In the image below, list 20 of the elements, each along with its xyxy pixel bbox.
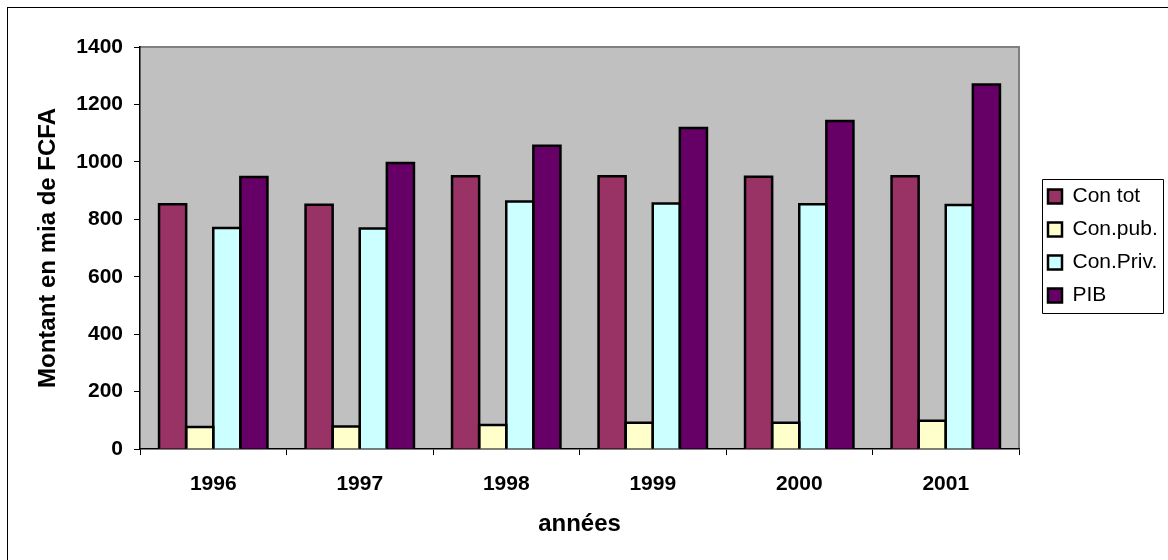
y-tick-label: 0 [111, 435, 123, 459]
y-tick-label: 1400 [76, 33, 123, 57]
legend-label: Con.Priv. [1072, 249, 1158, 273]
x-tick-label: 1998 [482, 471, 530, 495]
y-tick-label: 200 [87, 378, 123, 402]
x-tick-label: 1999 [629, 471, 677, 495]
y-tick-label: 1000 [76, 148, 123, 172]
y-tick-label: 600 [87, 263, 123, 287]
x-tick-label: 1996 [189, 471, 237, 495]
y-tick-label: 400 [87, 320, 123, 344]
y-tick-label: 1200 [76, 91, 123, 115]
x-tick-label: 2001 [922, 471, 970, 495]
x-tick-label: 1997 [336, 471, 384, 495]
legend-label: PIB [1072, 282, 1107, 306]
legend-label: Con.pub. [1072, 216, 1158, 240]
legend-label: Con tot [1072, 183, 1141, 207]
y-tick-label: 800 [87, 206, 123, 230]
y-axis-title: Montant en mia de FCFA [33, 107, 61, 389]
x-tick-label: 2000 [775, 471, 823, 495]
x-axis-title: années [538, 509, 621, 537]
